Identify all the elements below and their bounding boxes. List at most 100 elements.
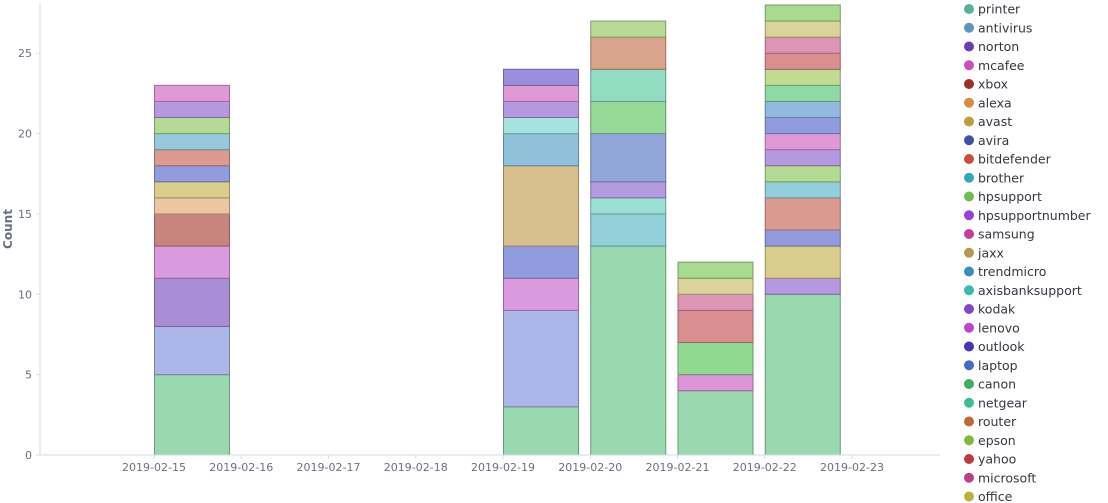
bar-segment[interactable] bbox=[764, 149, 841, 167]
bar-segment[interactable] bbox=[154, 149, 230, 167]
bar-segment[interactable] bbox=[154, 100, 230, 119]
bar-segment[interactable] bbox=[764, 229, 841, 247]
legend-item[interactable]: router bbox=[964, 414, 1017, 429]
bar-segment[interactable] bbox=[764, 36, 841, 54]
bar-segment[interactable] bbox=[677, 261, 754, 279]
bar-segment[interactable] bbox=[764, 277, 841, 295]
y-tick-label: 15 bbox=[18, 208, 32, 221]
bar-segment[interactable] bbox=[764, 84, 841, 102]
bar-segment[interactable] bbox=[677, 342, 754, 376]
legend-item[interactable]: brother bbox=[964, 170, 1025, 185]
bar-segment[interactable] bbox=[764, 181, 841, 199]
bar-segment[interactable] bbox=[154, 165, 230, 183]
legend-item[interactable]: netgear bbox=[964, 395, 1028, 410]
bar-segment[interactable] bbox=[503, 84, 579, 102]
bar-segment[interactable] bbox=[503, 277, 579, 311]
bar-segment[interactable] bbox=[154, 181, 230, 199]
bar-segment[interactable] bbox=[764, 117, 841, 135]
legend-swatch bbox=[964, 322, 974, 333]
bar-segment[interactable] bbox=[764, 68, 841, 86]
legend-item[interactable]: printer bbox=[964, 2, 1021, 17]
x-tick-label: 2019-02-21 bbox=[646, 461, 710, 474]
legend-label: norton bbox=[978, 39, 1019, 54]
bar-segment[interactable] bbox=[154, 197, 230, 215]
legend-item[interactable]: yahoo bbox=[964, 452, 1016, 467]
legend-item[interactable]: hpsupport bbox=[964, 189, 1042, 204]
bar-segment[interactable] bbox=[764, 100, 841, 119]
bar-segment[interactable] bbox=[154, 84, 230, 102]
legend-item[interactable]: xbox bbox=[964, 77, 1008, 92]
x-tick-label: 2019-02-18 bbox=[384, 461, 448, 474]
legend-item[interactable]: mcafee bbox=[964, 58, 1025, 73]
bar-segment[interactable] bbox=[764, 52, 841, 70]
legend-item[interactable]: office bbox=[964, 489, 1013, 503]
legend-item[interactable]: axisbanksupport bbox=[964, 283, 1082, 298]
legend-label: mcafee bbox=[978, 58, 1025, 73]
legend-swatch bbox=[964, 22, 974, 33]
legend-item[interactable]: samsung bbox=[964, 227, 1035, 242]
bar-segment[interactable] bbox=[154, 374, 230, 456]
legend-label: axisbanksupport bbox=[978, 283, 1082, 298]
legend-item[interactable]: avast bbox=[964, 114, 1012, 129]
legend-item[interactable]: canon bbox=[964, 377, 1016, 392]
bar-segment[interactable] bbox=[590, 100, 667, 135]
bar-segment[interactable] bbox=[677, 374, 754, 392]
y-tick-label: 25 bbox=[18, 47, 32, 60]
legend-item[interactable]: outlook bbox=[964, 339, 1025, 354]
bar-segment[interactable] bbox=[590, 213, 667, 247]
legend-item[interactable]: laptop bbox=[964, 358, 1018, 373]
legend-item[interactable]: antivirus bbox=[964, 20, 1032, 35]
legend-label: bitdefender bbox=[978, 152, 1052, 167]
legend-label: netgear bbox=[978, 395, 1028, 410]
legend-item[interactable]: microsoft bbox=[964, 470, 1036, 485]
bar-segment[interactable] bbox=[764, 20, 841, 38]
bar-segment[interactable] bbox=[503, 100, 579, 119]
bar-segment[interactable] bbox=[503, 245, 579, 279]
bar-segment[interactable] bbox=[590, 68, 667, 102]
bar-segment[interactable] bbox=[764, 197, 841, 231]
legend-item[interactable]: kodak bbox=[964, 302, 1016, 317]
bar-segment[interactable] bbox=[154, 277, 230, 327]
bar-segment[interactable] bbox=[590, 20, 667, 38]
legend-swatch bbox=[964, 154, 974, 164]
bar-segment[interactable] bbox=[677, 390, 754, 456]
bar-segment[interactable] bbox=[154, 117, 230, 135]
bar-segment[interactable] bbox=[677, 277, 754, 295]
bar-segment[interactable] bbox=[590, 133, 667, 183]
legend-item[interactable]: jaxx bbox=[964, 245, 1004, 260]
bar-segment[interactable] bbox=[764, 293, 841, 456]
legend-item[interactable]: bitdefender bbox=[964, 152, 1052, 167]
bar-segment[interactable] bbox=[503, 309, 579, 408]
bar-segment[interactable] bbox=[764, 4, 841, 22]
legend-item[interactable]: trendmicro bbox=[964, 264, 1046, 279]
bar-segment[interactable] bbox=[503, 68, 579, 86]
bar-segment[interactable] bbox=[677, 309, 754, 344]
legend-item[interactable]: epson bbox=[964, 433, 1016, 448]
bar-segment[interactable] bbox=[677, 293, 754, 311]
bar-segment[interactable] bbox=[503, 165, 579, 247]
bar-segment[interactable] bbox=[154, 325, 230, 376]
legend-label: router bbox=[978, 414, 1017, 429]
legend-item[interactable]: avira bbox=[964, 133, 1009, 148]
bar-segment[interactable] bbox=[503, 117, 579, 135]
bar-segment[interactable] bbox=[764, 165, 841, 183]
bars-layer bbox=[154, 4, 841, 456]
bar-segment[interactable] bbox=[503, 133, 579, 167]
legend-item[interactable]: hpsupportnumber bbox=[964, 208, 1091, 223]
bar-segment[interactable] bbox=[764, 133, 841, 151]
legend-label: avira bbox=[978, 133, 1009, 148]
legend-item[interactable]: alexa bbox=[964, 95, 1012, 110]
bar-segment[interactable] bbox=[764, 245, 841, 279]
bar-segment[interactable] bbox=[154, 133, 230, 151]
bar-segment[interactable] bbox=[590, 36, 667, 70]
bar-segment[interactable] bbox=[590, 245, 667, 456]
legend-label: antivirus bbox=[978, 20, 1032, 35]
bar-segment[interactable] bbox=[154, 245, 230, 279]
bar-segment[interactable] bbox=[154, 213, 230, 247]
legend[interactable]: printer antivirus norton mcafee xbox alexa ava… bbox=[964, 2, 1091, 503]
bar-segment[interactable] bbox=[590, 181, 667, 199]
legend-item[interactable]: norton bbox=[964, 39, 1019, 54]
bar-segment[interactable] bbox=[503, 406, 579, 456]
bar-segment[interactable] bbox=[590, 197, 667, 215]
legend-item[interactable]: lenovo bbox=[964, 320, 1020, 335]
